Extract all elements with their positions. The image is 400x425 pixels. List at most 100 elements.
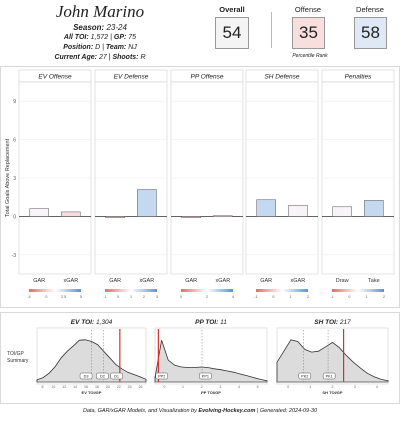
- panel-title: EV Offense: [38, 74, 72, 81]
- bar-xgar: [213, 215, 233, 218]
- scale-tick-label: -1: [103, 295, 106, 299]
- color-scale-bar: [256, 289, 308, 292]
- overall-rank-box: 54: [215, 17, 249, 49]
- bar-take: [364, 200, 384, 217]
- scale-tick-label: 3: [156, 295, 158, 299]
- scale-tick-label: 0: [272, 295, 274, 299]
- scale-tick-label: 2: [383, 295, 385, 299]
- bar-gar: [256, 199, 276, 217]
- offense-rank-box: 35: [292, 17, 325, 49]
- toi-x-tick-label: 3: [219, 385, 221, 389]
- toi-x-tick-label: 16: [84, 385, 88, 389]
- rank-divider: [271, 12, 272, 48]
- scale-tick-label: 0: [348, 295, 350, 299]
- x-category-label: GAR: [185, 278, 197, 284]
- x-category-label: GAR: [33, 278, 45, 284]
- toi-x-tick-label: 1: [309, 385, 311, 389]
- toi-summary-label-1: TOI/GP: [7, 351, 25, 357]
- x-category-label: xGAR: [216, 278, 231, 284]
- bar-gar: [105, 216, 125, 218]
- scale-tick-label: 1: [130, 295, 132, 299]
- overall-label: Overall: [219, 5, 245, 14]
- scale-tick-label: 1: [366, 295, 368, 299]
- toi-density-curve: [154, 340, 268, 383]
- age-line: Current Age: 27 | Shoots: R: [54, 54, 146, 61]
- toi-x-axis-label: EV TOI/GP: [82, 390, 102, 395]
- scale-tick-label: 1: [290, 295, 292, 299]
- toi-density-curve: [276, 339, 389, 383]
- color-scale-bar: [332, 289, 384, 292]
- toi-tier-marker: [79, 372, 93, 380]
- panel-title: SH Defense: [264, 74, 299, 81]
- x-category-label: xGAR: [64, 278, 79, 284]
- toi-tier-marker: [199, 372, 212, 380]
- bar-gar: [181, 216, 201, 218]
- panel-title: Penalties: [345, 74, 372, 81]
- footer: Data, GAR/xGAR Models, and Visualization…: [0, 408, 400, 414]
- season-line: Season: 23-24: [73, 23, 127, 32]
- toi-tier-marker: [155, 372, 168, 380]
- color-scale-bar: [181, 289, 233, 292]
- toi-x-tick-label: 24: [128, 385, 132, 389]
- toi-x-tick-label: 2: [201, 385, 203, 389]
- footer-brand[interactable]: Evolving-Hockey.com: [198, 408, 256, 414]
- bar-xgar: [137, 189, 157, 217]
- defense-rank-box: 58: [354, 17, 387, 49]
- y-tick-label: 3: [13, 176, 16, 182]
- toi-x-axis-label: SH TOI/GP: [322, 390, 342, 395]
- toi-tier-label: PP1: [202, 375, 209, 379]
- panel-title: EV Defense: [114, 74, 149, 81]
- scale-tick-label: 5: [80, 295, 82, 299]
- panel-title: PP Offense: [191, 74, 224, 81]
- scale-tick-label: 0: [45, 295, 47, 299]
- x-category-label: Take: [368, 278, 380, 284]
- toi-panel-title: EV TOI: 1,304: [71, 319, 113, 326]
- bar-gar: [29, 208, 49, 217]
- toi-x-tick-label: 8: [41, 385, 43, 389]
- x-category-label: xGAR: [140, 278, 155, 284]
- bar-xgar: [288, 205, 308, 217]
- toi-x-tick-label: 18: [95, 385, 99, 389]
- toi-tier-marker: [110, 372, 123, 380]
- color-scale-bar: [105, 289, 157, 292]
- x-category-label: xGAR: [291, 278, 306, 284]
- toi-tier-label: D1: [114, 375, 119, 379]
- toi-x-tick-label: 10: [51, 385, 55, 389]
- scale-tick-label: 0: [117, 295, 119, 299]
- y-tick-label: -3: [12, 253, 17, 259]
- toi-x-axis-label: PP TOI/GP: [201, 390, 221, 395]
- toi-x-tick-label: 4: [238, 385, 240, 389]
- scale-tick-label: 4: [232, 295, 234, 299]
- footer-prefix: Data, GAR/xGAR Models, and Visualization…: [82, 408, 197, 414]
- toi-x-tick-label: 2: [332, 385, 334, 389]
- toi-x-tick-label: 12: [62, 385, 66, 389]
- toi-tier-label: PP2: [158, 375, 165, 379]
- scale-tick-label: -1: [254, 295, 257, 299]
- toi-x-tick-label: 26: [139, 385, 143, 389]
- footer-generated: Generated: 2024-09-30: [259, 408, 318, 414]
- toi-summary-label-2: Summary: [7, 358, 29, 364]
- x-category-label: Draw: [336, 278, 349, 284]
- y-axis-label: Total Goals Above Replacement: [5, 138, 11, 217]
- scale-tick-label: 0: [180, 295, 182, 299]
- color-scale-bar: [29, 289, 81, 292]
- toi-line: All TOI: 1,572 | GP: 75: [63, 34, 137, 41]
- toi-x-tick-label: 0: [163, 385, 165, 389]
- toi-tier-marker: [96, 372, 109, 380]
- scale-tick-label: -4: [27, 295, 30, 299]
- scale-tick-label: 2: [206, 295, 208, 299]
- toi-x-tick-label: 20: [106, 385, 110, 389]
- toi-tier-label: PK1: [326, 375, 333, 379]
- toi-tier-marker: [298, 372, 311, 380]
- footer-sep: |: [256, 408, 259, 414]
- defense-label: Defense: [356, 5, 384, 14]
- bar-draw: [332, 206, 352, 217]
- toi-x-tick-label: 1: [182, 385, 184, 389]
- x-category-label: GAR: [109, 278, 121, 284]
- toi-x-tick-label: 22: [117, 385, 121, 389]
- offense-label: Offense: [294, 5, 322, 14]
- toi-x-tick-label: 14: [73, 385, 77, 389]
- scale-tick-label: -1: [330, 295, 333, 299]
- y-tick-label: 0: [13, 214, 16, 220]
